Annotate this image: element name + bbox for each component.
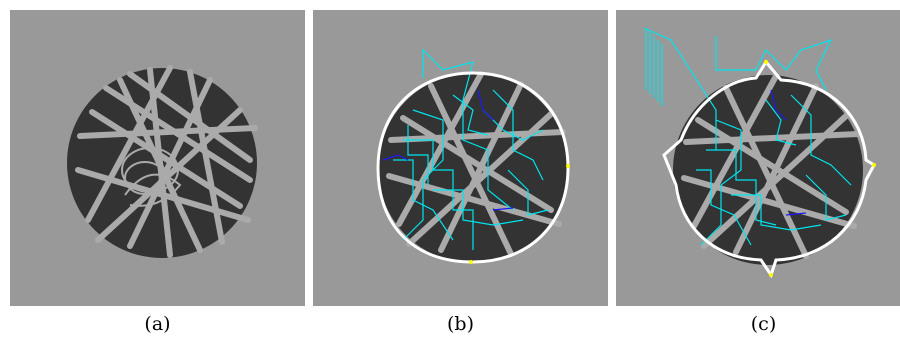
panel-b: [313, 10, 608, 306]
panel-b-image: [313, 10, 608, 306]
fiber-cluster: [121, 147, 182, 207]
panel-c-image: [616, 10, 900, 306]
skeleton-paths-secondary: [382, 89, 514, 211]
skeleton-paths: [393, 48, 549, 250]
boundary-contour: [662, 59, 876, 279]
markers: [469, 164, 570, 264]
caption-a: (a): [144, 313, 171, 335]
panel-a: [10, 10, 305, 306]
markers: [764, 60, 876, 277]
caption-b: (b): [447, 313, 474, 335]
panel-a-image: [10, 10, 305, 306]
caption-c: (c): [750, 313, 777, 335]
fiber-network: [386, 71, 566, 257]
panel-c: [616, 10, 900, 306]
skeleton-paths-secondary: [770, 89, 807, 216]
fiber-network: [75, 65, 258, 258]
skeleton-paths: [643, 27, 852, 246]
